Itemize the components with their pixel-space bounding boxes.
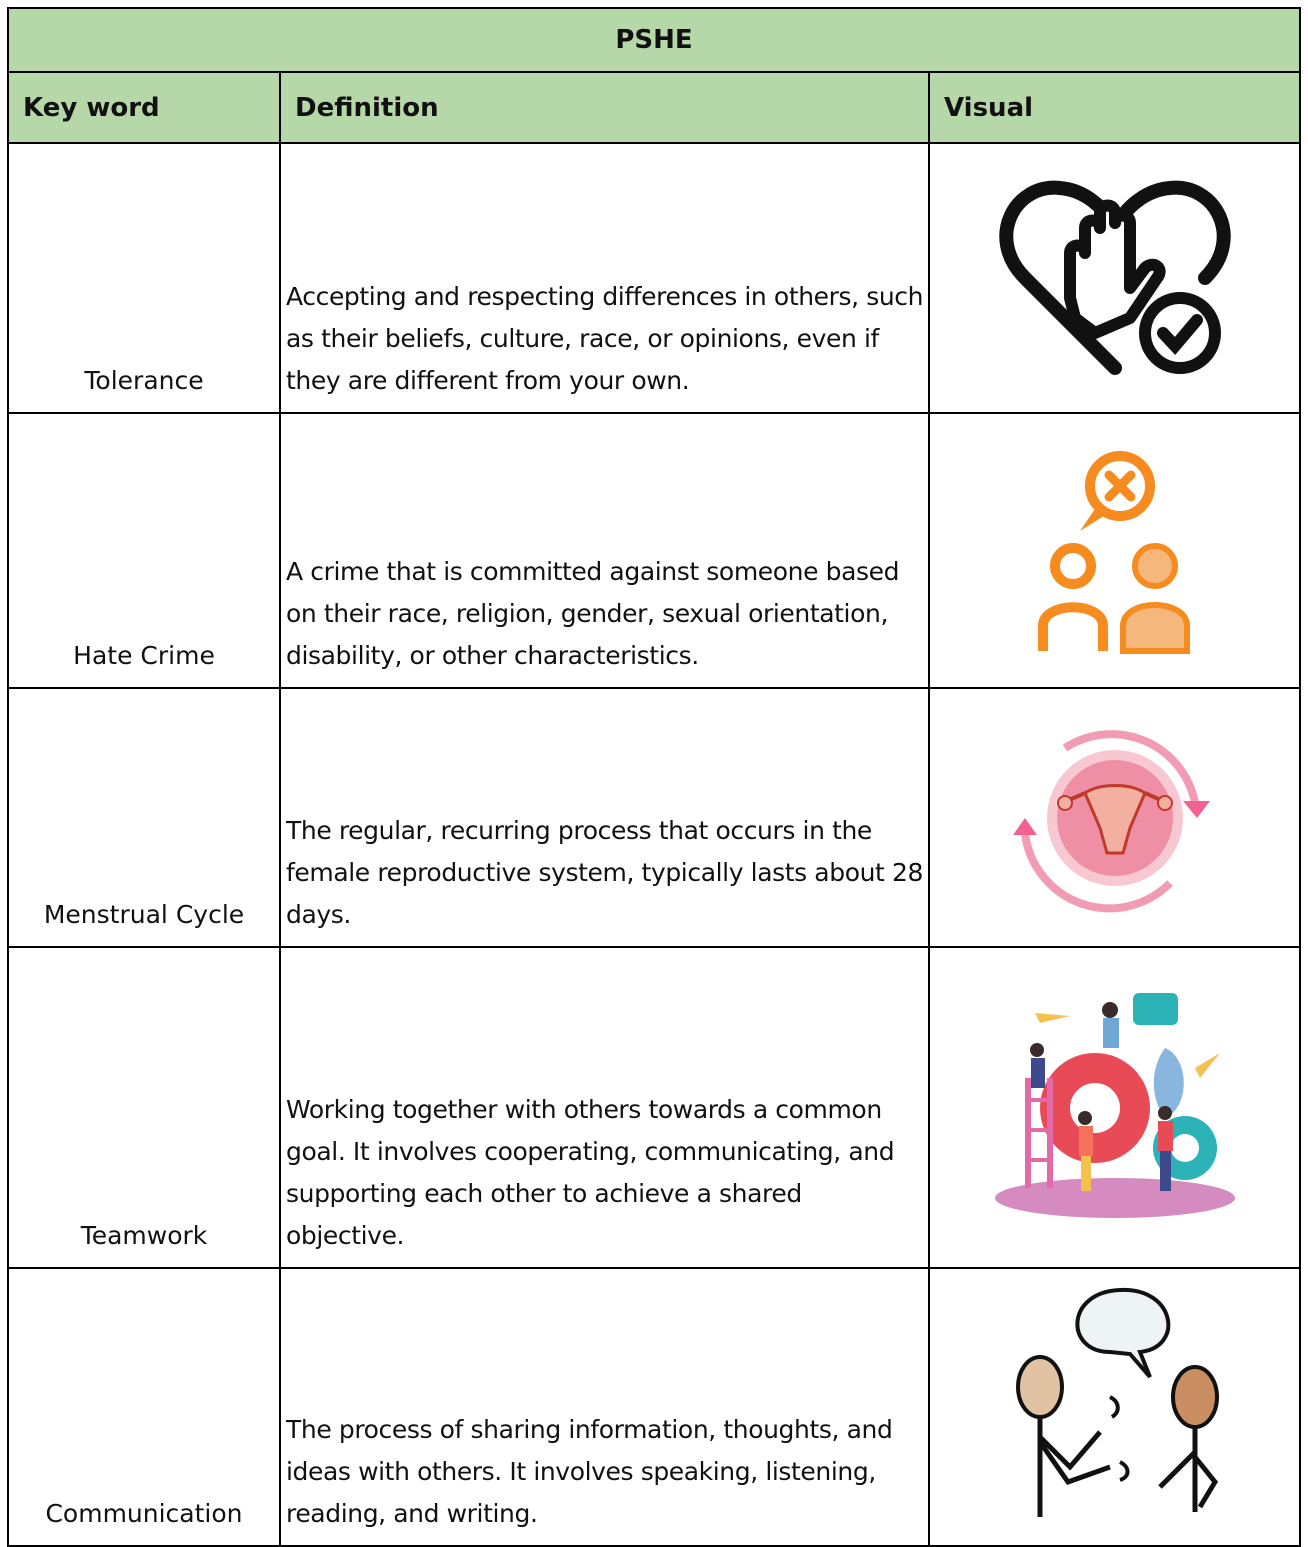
tolerance-icon bbox=[998, 180, 1231, 375]
definition: A crime that is committed against someon… bbox=[286, 557, 900, 670]
visual-cell bbox=[928, 1267, 1301, 1547]
definition-cell: The process of sharing information, thou… bbox=[279, 1267, 930, 1547]
header-cell: Definition bbox=[279, 71, 930, 144]
definition-cell: The regular, recurring process that occu… bbox=[279, 687, 930, 948]
table-title: PSHE bbox=[615, 25, 693, 55]
header-cell: Key word bbox=[7, 71, 281, 144]
title-cell: PSHE bbox=[7, 7, 1301, 73]
definition: Accepting and respecting differences in … bbox=[286, 282, 924, 395]
column-header: Visual bbox=[944, 92, 1034, 123]
teamwork-icon bbox=[994, 992, 1235, 1218]
definition: The regular, recurring process that occu… bbox=[286, 816, 924, 929]
column-header: Definition bbox=[295, 92, 439, 123]
communication-icon bbox=[1015, 1287, 1219, 1517]
visual-cell bbox=[928, 142, 1301, 414]
visual-cell bbox=[928, 412, 1301, 689]
definition-cell: Working together with others towards a c… bbox=[279, 946, 930, 1269]
keyword-cell: Communication bbox=[7, 1267, 281, 1547]
keyword: Menstrual Cycle bbox=[43, 900, 245, 929]
keyword-cell: Teamwork bbox=[7, 946, 281, 1269]
keyword-cell: Menstrual Cycle bbox=[7, 687, 281, 948]
keyword-cell: Hate Crime bbox=[7, 412, 281, 689]
header-cell: Visual bbox=[928, 71, 1301, 144]
keyword: Tolerance bbox=[84, 366, 204, 395]
definition: Working together with others towards a c… bbox=[286, 1095, 895, 1250]
column-header: Key word bbox=[23, 92, 160, 123]
keyword: Communication bbox=[45, 1499, 243, 1528]
menstrual-cycle-icon bbox=[1012, 729, 1210, 912]
definition: The process of sharing information, thou… bbox=[286, 1415, 893, 1528]
visual-cell bbox=[928, 687, 1301, 948]
definition-cell: A crime that is committed against someon… bbox=[279, 412, 930, 689]
hate-crime-icon bbox=[1037, 450, 1190, 654]
visual-cell bbox=[928, 946, 1301, 1269]
definition-cell: Accepting and respecting differences in … bbox=[279, 142, 930, 414]
keyword-cell: Tolerance bbox=[7, 142, 281, 414]
keyword: Teamwork bbox=[80, 1221, 208, 1250]
keyword: Hate Crime bbox=[73, 641, 215, 670]
